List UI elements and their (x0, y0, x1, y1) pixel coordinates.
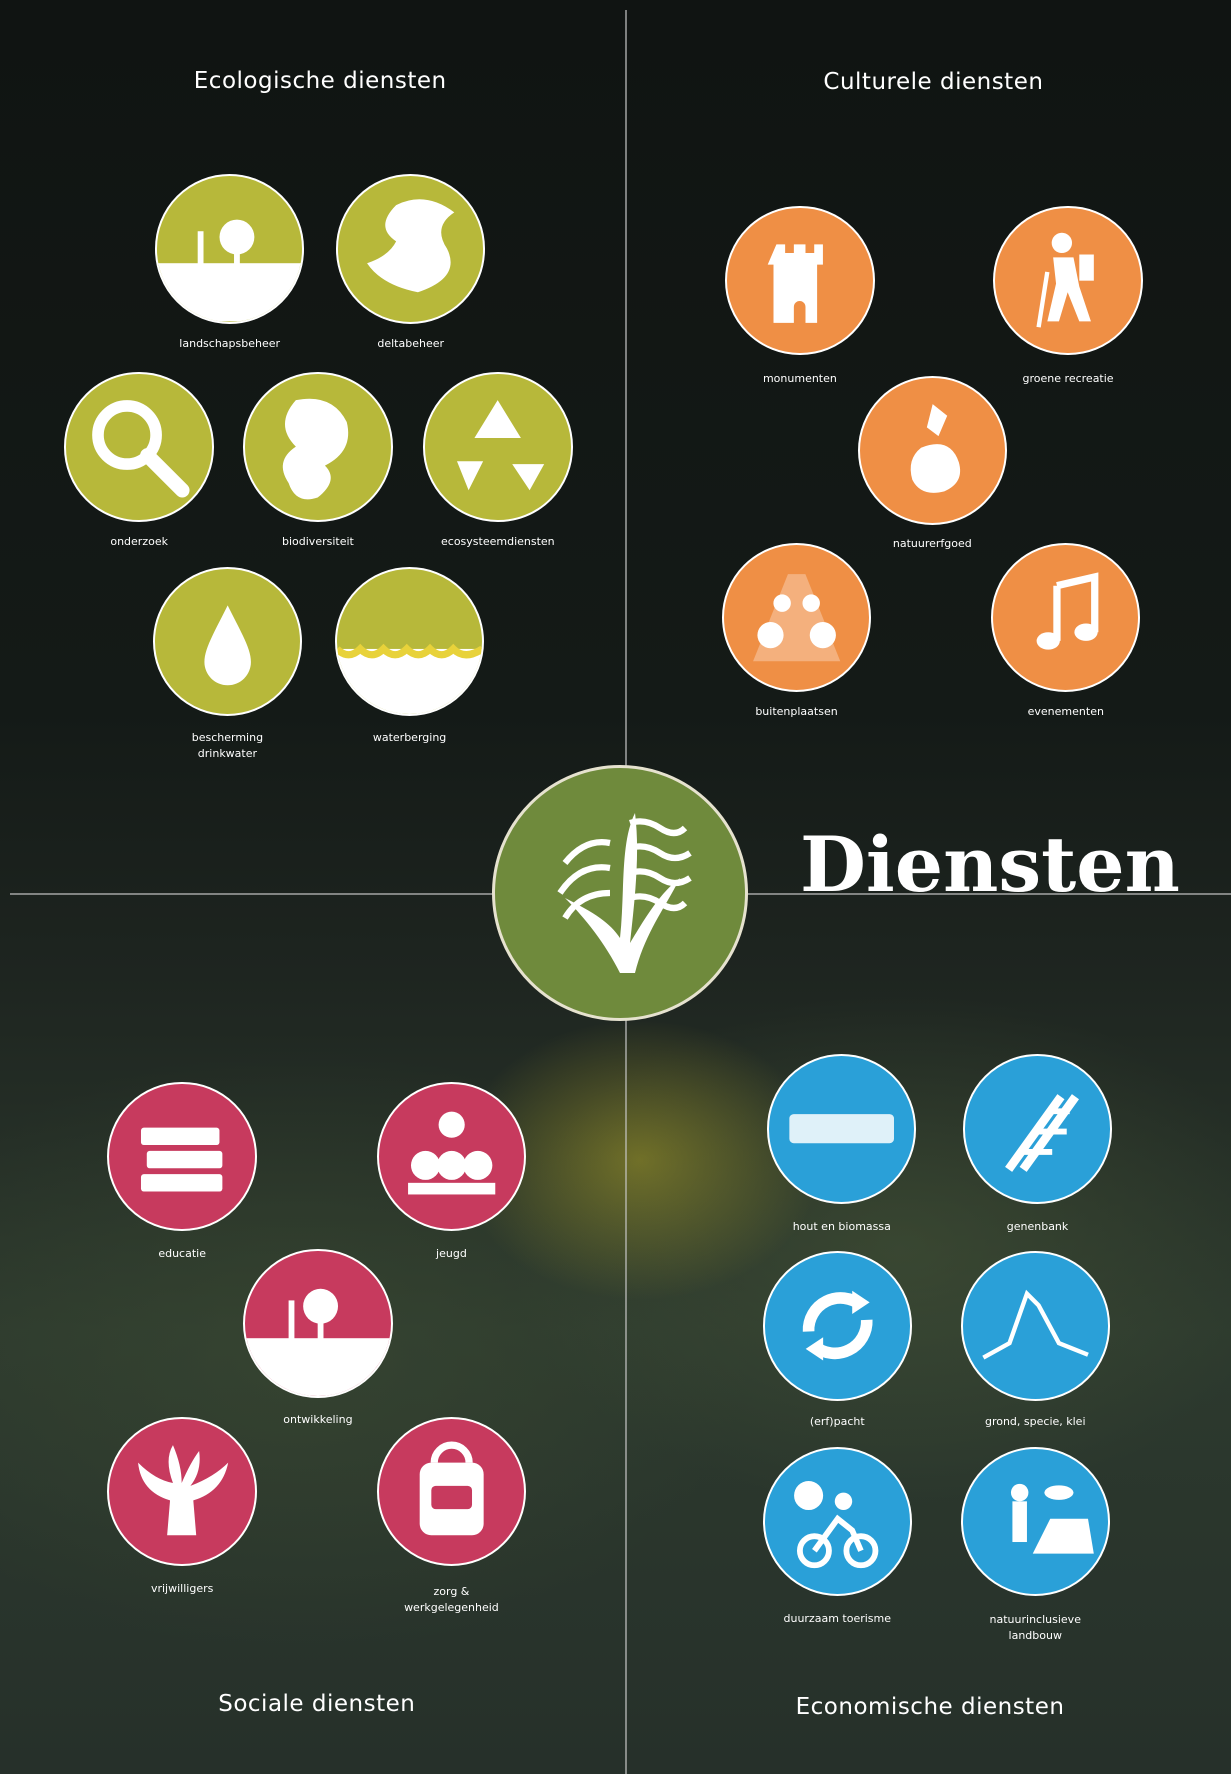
service-label: evenementen (1001, 704, 1131, 720)
logo-graphic (495, 768, 745, 1018)
icon-glyph (245, 374, 390, 519)
quadrant-title: Sociale diensten (218, 1691, 415, 1717)
service-label: groene recreatie (1003, 371, 1133, 387)
service-label: biodiversiteit (253, 534, 383, 550)
icon-glyph (724, 545, 869, 690)
service-label: natuurinclusieve landbouw (970, 1612, 1100, 1644)
service-icon (243, 1249, 392, 1398)
service-icon (763, 1251, 912, 1400)
icon-glyph (109, 1084, 254, 1229)
service-icon (64, 372, 213, 521)
service-icon (423, 372, 572, 521)
service-icon (153, 567, 302, 716)
icon-glyph (109, 1419, 254, 1564)
service-label: hout en biomassa (777, 1219, 907, 1235)
icon-glyph (769, 1056, 914, 1201)
service-label: landschapsbeheer (165, 336, 295, 352)
service-label: buitenplaatsen (732, 704, 862, 720)
service-label: duurzaam toerisme (772, 1611, 902, 1627)
service-label: monumenten (735, 371, 865, 387)
service-label: educatie (117, 1246, 247, 1262)
service-label: onderzoek (74, 534, 204, 550)
icon-glyph (860, 378, 1005, 523)
service-icon (961, 1447, 1110, 1596)
icon-glyph (155, 569, 300, 714)
service-icon (858, 376, 1007, 525)
icon-glyph (765, 1449, 910, 1594)
service-label: ontwikkeling (253, 1412, 383, 1428)
poster: Diensten Ecologische diensten landschapsb… (0, 0, 1231, 1774)
service-icon (961, 1251, 1110, 1400)
service-icon (722, 543, 871, 692)
service-icon (155, 174, 304, 323)
icon-glyph (765, 1253, 910, 1398)
icon-glyph (727, 208, 872, 353)
icon-glyph (963, 1253, 1108, 1398)
service-label: ecosysteemdiensten (433, 534, 563, 550)
service-label: zorg & werkgelegenheid (386, 1584, 516, 1616)
icon-glyph (995, 208, 1140, 353)
icon-glyph (157, 176, 302, 321)
service-icon (336, 174, 485, 323)
service-label: (erf)pacht (772, 1414, 902, 1430)
service-icon (243, 372, 392, 521)
service-label: grond, specie, klei (970, 1414, 1100, 1430)
service-icon (725, 206, 874, 355)
icon-glyph (425, 374, 570, 519)
service-icon (991, 543, 1140, 692)
icon-glyph (245, 1251, 390, 1396)
quadrant-title: Economische diensten (796, 1694, 1065, 1720)
quadrant-title: Culturele diensten (823, 69, 1043, 95)
icon-glyph (993, 545, 1138, 690)
service-label: waterberging (345, 730, 475, 746)
service-label: deltabeheer (346, 336, 476, 352)
service-icon (107, 1417, 256, 1566)
service-icon (335, 567, 484, 716)
icon-glyph (379, 1419, 524, 1564)
icon-glyph (965, 1056, 1110, 1201)
service-icon (763, 1447, 912, 1596)
service-label: jeugd (386, 1246, 516, 1262)
quadrant-title: Ecologische diensten (194, 68, 447, 94)
icon-glyph (338, 176, 483, 321)
service-icon (377, 1082, 526, 1231)
icon-glyph (379, 1084, 524, 1229)
icon-glyph (337, 569, 482, 714)
icon-glyph (963, 1449, 1108, 1594)
service-icon (963, 1054, 1112, 1203)
logo (492, 765, 748, 1021)
main-title: Diensten (800, 820, 1180, 909)
service-icon (993, 206, 1142, 355)
service-label: natuurerfgoed (867, 536, 997, 552)
service-icon (107, 1082, 256, 1231)
service-icon (377, 1417, 526, 1566)
service-icon (767, 1054, 916, 1203)
service-label: genenbank (973, 1219, 1103, 1235)
service-label: vrijwilligers (117, 1581, 247, 1597)
service-label: bescherming drinkwater (162, 730, 292, 762)
icon-glyph (66, 374, 211, 519)
